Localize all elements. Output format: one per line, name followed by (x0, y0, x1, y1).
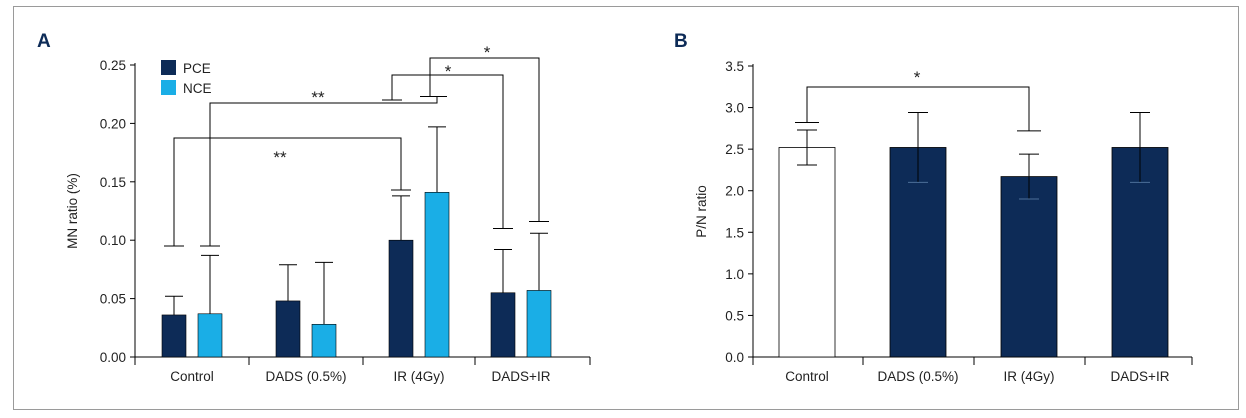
panel-a-bar-nce (197, 313, 223, 358)
panel-a-significance-label: * (484, 43, 491, 62)
panel-b-y-axis-label: P/N ratio (694, 185, 709, 238)
panel-b-x-tick-label: Control (785, 369, 829, 384)
panel-b-y-tick-label: 0.5 (725, 308, 744, 323)
panel-b-chart: B 0.0 0.5 1.0 1.5 2.0 2.5 3.0 3.5 P/N ratio Contro… (674, 31, 1193, 384)
panel-a-significance-bracket (173, 137, 402, 247)
panel-b-y-tick-label: 3.0 (725, 101, 744, 116)
panel-a-label: A (37, 31, 51, 52)
panel-a-legend-swatch-nce (161, 80, 176, 95)
panel-a-bar-pce (275, 300, 301, 358)
panel-a-significance-label: ** (311, 88, 325, 107)
panel-a-chart: A 0.00 0.05 0.10 0.15 0.20 0.25 MN ratio (%) Con… (37, 31, 591, 384)
panel-b-y-tick-label: 1.5 (725, 225, 744, 240)
panel-a-significance-label: ** (273, 148, 287, 167)
panel-b-y-tick-label: 2.5 (725, 142, 744, 157)
panel-b-significance-bracket (806, 86, 1030, 131)
panel-a-legend-swatch-pce (161, 60, 176, 75)
panel-a-y-tick-label: 0.00 (100, 350, 126, 365)
panel-a-legend-label-pce: PCE (183, 61, 211, 76)
panel-a-bar-pce (490, 292, 516, 358)
panel-b-label: B (674, 31, 688, 52)
panel-a-x-tick-label: DADS+IR (492, 369, 551, 384)
panel-a-x-tick-label: DADS (0.5%) (265, 369, 346, 384)
panel-a-y-tick-label: 0.15 (100, 175, 126, 190)
panel-a-bar-pce (161, 314, 187, 358)
panel-a-y-axis-label: MN ratio (%) (65, 173, 80, 249)
panel-a-bar-nce (311, 323, 337, 358)
figure-frame (13, 6, 1239, 410)
panel-a-y-tick-label: 0.10 (100, 233, 126, 248)
panel-a-bar-nce (526, 290, 552, 358)
panel-b-significance-label: * (914, 68, 921, 87)
panel-a-significance-bracket (391, 74, 504, 229)
panel-a-bar-nce (424, 192, 450, 358)
panel-b-y-tick-label: 1.0 (725, 267, 744, 282)
panel-a-y-tick-label: 0.20 (100, 116, 126, 131)
panel-b-x-tick-label: DADS+IR (1111, 369, 1170, 384)
panel-b-y-tick-label: 3.5 (725, 59, 744, 74)
panel-b-y-tick-label: 0.0 (725, 350, 744, 365)
panel-b-bar (1000, 176, 1058, 358)
panel-a-bar-pce (388, 239, 414, 358)
panel-a-significance-bracket (429, 57, 540, 222)
panel-b-y-tick-label: 2.0 (725, 184, 744, 199)
panel-b-x-tick-label: DADS (0.5%) (877, 369, 958, 384)
panel-a-y-tick-label: 0.25 (100, 58, 126, 73)
panel-a-significance-label: * (445, 62, 452, 81)
panel-a-y-tick-label: 0.05 (100, 292, 126, 307)
panel-b-bar (778, 147, 836, 358)
panel-a-x-tick-label: IR (4Gy) (393, 369, 444, 384)
panel-a-x-tick-label: Control (170, 369, 214, 384)
panel-a-significance-bracket (209, 96, 438, 247)
panel-a-legend-label-nce: NCE (183, 81, 212, 96)
panel-b-x-tick-label: IR (4Gy) (1003, 369, 1054, 384)
